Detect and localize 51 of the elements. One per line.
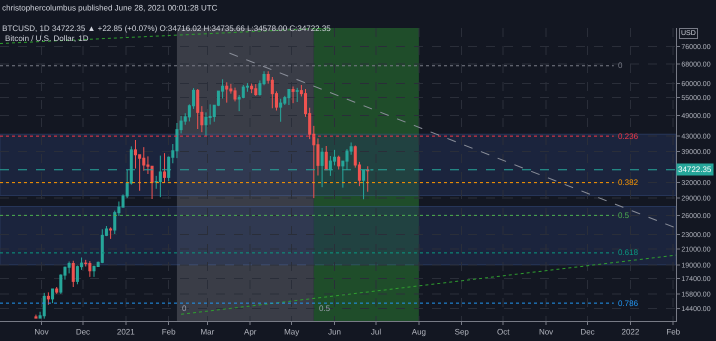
candlestick <box>292 86 295 104</box>
candlestick <box>162 152 166 184</box>
series-label: 0 <box>618 61 623 70</box>
series-label: 0.382 <box>618 178 639 187</box>
candlestick <box>55 286 58 294</box>
candlestick <box>51 288 54 304</box>
chart-title: christophercolumbus published June 28, 2021 00:01:28 UTC <box>2 4 218 13</box>
series-label: 0.618 <box>618 248 639 257</box>
x-tick-label: Nov <box>34 328 49 337</box>
candlestick <box>250 83 254 94</box>
candlestick <box>88 260 92 278</box>
candlestick <box>92 265 96 278</box>
series-label: 0.5 <box>618 211 630 220</box>
candlestick <box>254 84 258 96</box>
x-tick-label: Sep <box>454 328 470 337</box>
x-tick-label: Oct <box>496 328 510 337</box>
band-label: 0.5 <box>319 304 331 313</box>
candlestick <box>233 87 237 102</box>
x-tick-label: May <box>284 328 300 337</box>
x-tick-label: Jun <box>328 328 341 337</box>
x-tick-label: Apr <box>244 328 257 337</box>
x-tick-label: Nov <box>538 328 554 337</box>
candlestick <box>196 88 200 130</box>
annotation: Bitcoin / U.S. Dollar, 1D <box>5 34 89 43</box>
x-tick-label: 2022 <box>621 328 640 337</box>
candlestick <box>287 88 290 106</box>
candlestick <box>72 260 75 288</box>
candlestick <box>279 98 282 122</box>
x-tick-label: Dec <box>76 328 90 337</box>
candlestick <box>100 228 104 264</box>
series-label: 0.236 <box>618 132 639 141</box>
candlestick <box>46 292 50 306</box>
x-tick-label: Feb <box>162 328 176 337</box>
candlestick <box>366 166 370 192</box>
band-label: 0 <box>182 304 187 313</box>
x-tick-label: Feb <box>666 328 681 337</box>
candlestick <box>225 82 228 104</box>
x-tick-label: Dec <box>580 328 595 337</box>
x-tick-label: Mar <box>200 328 215 337</box>
candlestick <box>42 292 46 320</box>
candlestick <box>324 145 328 170</box>
candlestick <box>34 314 38 320</box>
candlestick <box>296 87 299 102</box>
ref-line-label: 34722.35 <box>678 165 712 174</box>
x-tick-label: Aug <box>412 328 426 337</box>
x-tick-label: Jul <box>370 328 382 337</box>
series-label: 0.786 <box>618 299 639 308</box>
chart-subtitle: BTCUSD, 1D 34722.35 ▲ +22.85 (+0.07%) O:34716.02 H:34735.66 L:34578.00 C:34722.35 <box>2 24 332 34</box>
x-tick-label: 2021 <box>116 328 136 337</box>
candlestick <box>337 155 340 170</box>
candlestick <box>109 226 112 240</box>
